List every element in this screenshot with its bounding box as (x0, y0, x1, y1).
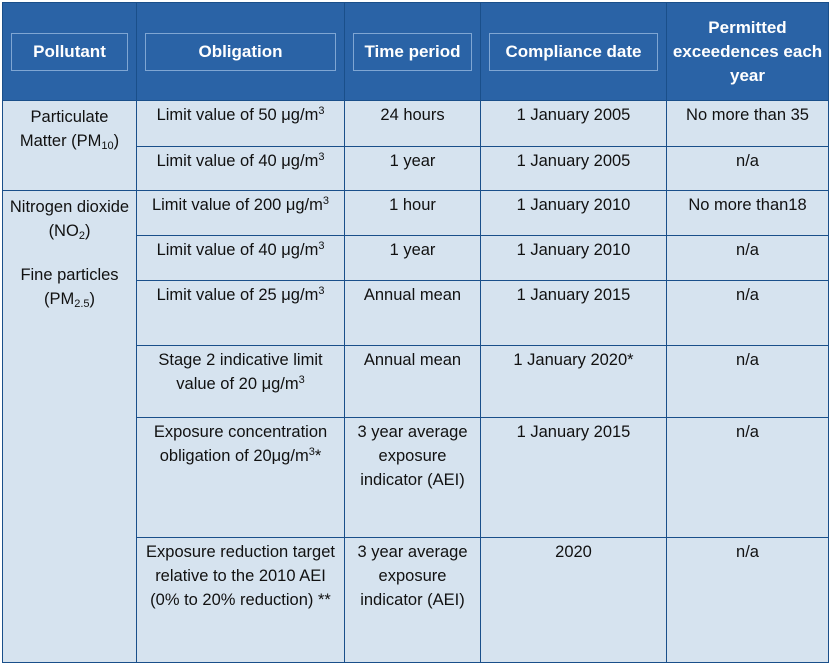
obligation-cell: Stage 2 indicative limit value of 20 μg/… (136, 345, 345, 418)
header-compliance-date: Compliance date (480, 2, 667, 101)
exceedences-cell: n/a (666, 417, 829, 538)
obligation-cell: Exposure concentration obligation of 20μ… (136, 417, 345, 538)
compliance-date-cell: 1 January 2010 (480, 235, 667, 281)
time-period-cell: 3 year average exposure indicator (AEI) (344, 417, 481, 538)
table-row: Stage 2 indicative limit value of 20 μg/… (3, 345, 829, 418)
time-period-cell: 1 year (344, 146, 481, 191)
table-row: Nitrogen dioxide (NO2) Fine particles (P… (2, 190, 829, 663)
header-time-period: Time period (344, 2, 481, 101)
obligation-cell: Limit value of 40 μg/m3 (136, 235, 345, 281)
exceedences-cell: No more than18 (666, 190, 829, 236)
table-row: Limit value of 40 μg/m3 1 year 1 January… (3, 146, 829, 191)
time-period-cell: 1 year (344, 235, 481, 281)
table-row: Exposure concentration obligation of 20μ… (3, 417, 829, 538)
compliance-date-cell: 1 January 2015 (480, 280, 667, 346)
table-row: Particulate Matter (PM10) Limit value of… (2, 100, 829, 191)
obligation-cell: Exposure reduction target relative to th… (136, 537, 345, 663)
exceedences-cell: n/a (666, 345, 829, 418)
obligation-cell: Limit value of 40 μg/m3 (136, 146, 345, 191)
compliance-date-cell: 2020 (480, 537, 667, 663)
time-period-cell: 3 year average exposure indicator (AEI) (344, 537, 481, 663)
header-permitted-exceedences: Permitted exceedences each year (666, 2, 829, 101)
header-row: Pollutant Obligation Time period Complia… (2, 2, 829, 101)
table-row: Limit value of 25 μg/m3 Annual mean 1 Ja… (3, 280, 829, 346)
compliance-date-cell: 1 January 2005 (480, 100, 667, 147)
time-period-cell: 24 hours (344, 100, 481, 147)
pollutant-pm10: Particulate Matter (PM10) (2, 100, 137, 191)
header-pollutant: Pollutant (2, 2, 137, 101)
obligation-cell: Limit value of 25 μg/m3 (136, 280, 345, 346)
exceedences-cell: n/a (666, 146, 829, 191)
exceedences-cell: n/a (666, 280, 829, 346)
exceedences-cell: n/a (666, 537, 829, 663)
obligation-cell: Limit value of 200 μg/m3 (136, 190, 345, 236)
compliance-date-cell: 1 January 2020* (480, 345, 667, 418)
header-obligation: Obligation (136, 2, 345, 101)
pollutant-no2-and-pm25: Nitrogen dioxide (NO2) Fine particles (P… (2, 190, 137, 663)
table-row: Limit value of 40 μg/m3 1 year 1 January… (3, 235, 829, 281)
compliance-date-cell: 1 January 2005 (480, 146, 667, 191)
exceedences-cell: n/a (666, 235, 829, 281)
obligation-cell: Limit value of 50 μg/m3 (136, 100, 345, 147)
time-period-cell: Annual mean (344, 280, 481, 346)
pollutant-pm25: Fine particles (PM2.5) (20, 266, 119, 310)
time-period-cell: 1 hour (344, 190, 481, 236)
pollutant-no2: Nitrogen dioxide (NO2) (9, 198, 130, 242)
time-period-cell: Annual mean (344, 345, 481, 418)
exceedences-cell: No more than 35 (666, 100, 829, 147)
compliance-date-cell: 1 January 2010 (480, 190, 667, 236)
table-row: Exposure reduction target relative to th… (3, 537, 829, 663)
compliance-date-cell: 1 January 2015 (480, 417, 667, 538)
